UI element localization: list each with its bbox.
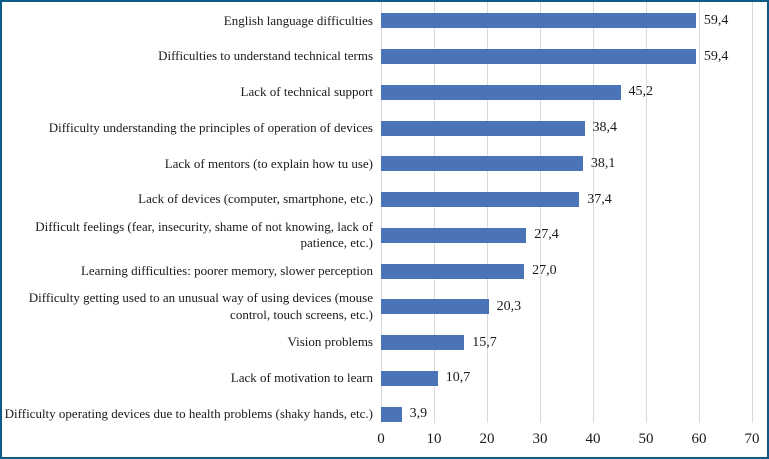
- bar: [381, 13, 696, 29]
- value-label: 59,4: [703, 48, 729, 64]
- bar-row: Lack of motivation to learn 10,7: [2, 361, 767, 397]
- bar-row: Difficulty operating devices due to heal…: [2, 396, 767, 432]
- bar-area: 37,4: [381, 182, 752, 218]
- bar: [381, 406, 402, 422]
- bar-row: Lack of devices (computer, smartphone, e…: [2, 182, 767, 218]
- category-label: English language difficulties: [223, 12, 373, 28]
- value-label: 27,4: [534, 227, 559, 243]
- bar-row: Learning difficulties: poorer memory, sl…: [2, 253, 767, 289]
- bar: [381, 84, 621, 100]
- bar-area: 38,1: [381, 146, 752, 182]
- value-label: 10,7: [445, 370, 471, 386]
- category-label: Lack of devices (computer, smartphone, e…: [138, 191, 373, 207]
- bar-row: English language difficulties 59,4: [2, 3, 767, 39]
- x-tick-label: 50: [638, 431, 654, 447]
- bar-row: Difficulty getting used to an unusual wa…: [2, 289, 767, 325]
- bar-row: Difficult feelings (fear, insecurity, sh…: [2, 218, 767, 254]
- bar-row: Difficulty understanding the principles …: [2, 110, 767, 146]
- bar: [381, 227, 527, 243]
- category-label: Difficulty getting used to an unusual wa…: [28, 290, 373, 322]
- category-label: Lack of motivation to learn: [230, 370, 373, 386]
- bar-row: Vision problems 15,7: [2, 325, 767, 361]
- bar: [381, 120, 585, 136]
- chart-rows: English language difficulties 59,4 Difficu…: [2, 3, 767, 432]
- category-label: Lack of technical support: [240, 84, 373, 100]
- bar-area: 15,7: [381, 325, 752, 361]
- x-tick-label: 0: [377, 431, 385, 447]
- bar-area: 27,4: [381, 218, 752, 254]
- bar: [381, 192, 580, 208]
- bar: [381, 49, 696, 65]
- bar: [381, 263, 525, 279]
- category-label: Difficulty understanding the principles …: [48, 119, 373, 135]
- bar-row: Difficulties to understand technical ter…: [2, 39, 767, 75]
- bar: [381, 156, 583, 172]
- bar-row: Lack of mentors (to explain how tu use) 3…: [2, 146, 767, 182]
- value-label: 59,4: [703, 12, 729, 28]
- value-label: 3,9: [409, 406, 428, 422]
- bar-area: 59,4: [381, 3, 752, 39]
- value-label: 15,7: [472, 334, 497, 350]
- bar-row: Lack of technical support 45,2: [2, 75, 767, 111]
- category-label: Difficulty operating devices due to heal…: [4, 405, 373, 421]
- bar-area: 27,0: [381, 253, 752, 289]
- bar-area: 10,7: [381, 361, 752, 397]
- bar: [381, 335, 465, 351]
- x-axis: 0 10 20 30 40 50 60 70: [377, 429, 759, 453]
- category-label: Difficult feelings (fear, insecurity, sh…: [35, 218, 373, 251]
- bar-area: 45,2: [381, 75, 752, 111]
- bar-area: 38,4: [381, 110, 752, 146]
- category-label: Difficulties to understand technical ter…: [158, 48, 373, 64]
- x-tick-label: 20: [479, 431, 495, 447]
- value-label: 38,1: [590, 155, 616, 171]
- value-label: 20,3: [496, 298, 522, 314]
- x-tick-label: 60: [691, 431, 707, 447]
- bar-area: 59,4: [381, 39, 752, 75]
- value-label: 27,0: [532, 263, 557, 279]
- bar: [381, 370, 438, 386]
- x-tick-label: 70: [744, 431, 760, 447]
- x-tick-label: 40: [585, 431, 601, 447]
- category-label: Vision problems: [287, 334, 373, 350]
- x-tick-label: 30: [532, 431, 548, 447]
- category-label: Lack of mentors (to explain how tu use): [164, 155, 373, 171]
- value-label: 37,4: [587, 191, 612, 207]
- value-label: 38,4: [592, 120, 618, 136]
- category-label: Learning difficulties: poorer memory, sl…: [80, 262, 373, 278]
- bar-area: 20,3: [381, 289, 752, 325]
- value-label: 45,2: [628, 84, 654, 100]
- bar-area: 3,9: [381, 396, 752, 432]
- bar: [381, 299, 489, 315]
- x-tick-label: 10: [426, 431, 442, 447]
